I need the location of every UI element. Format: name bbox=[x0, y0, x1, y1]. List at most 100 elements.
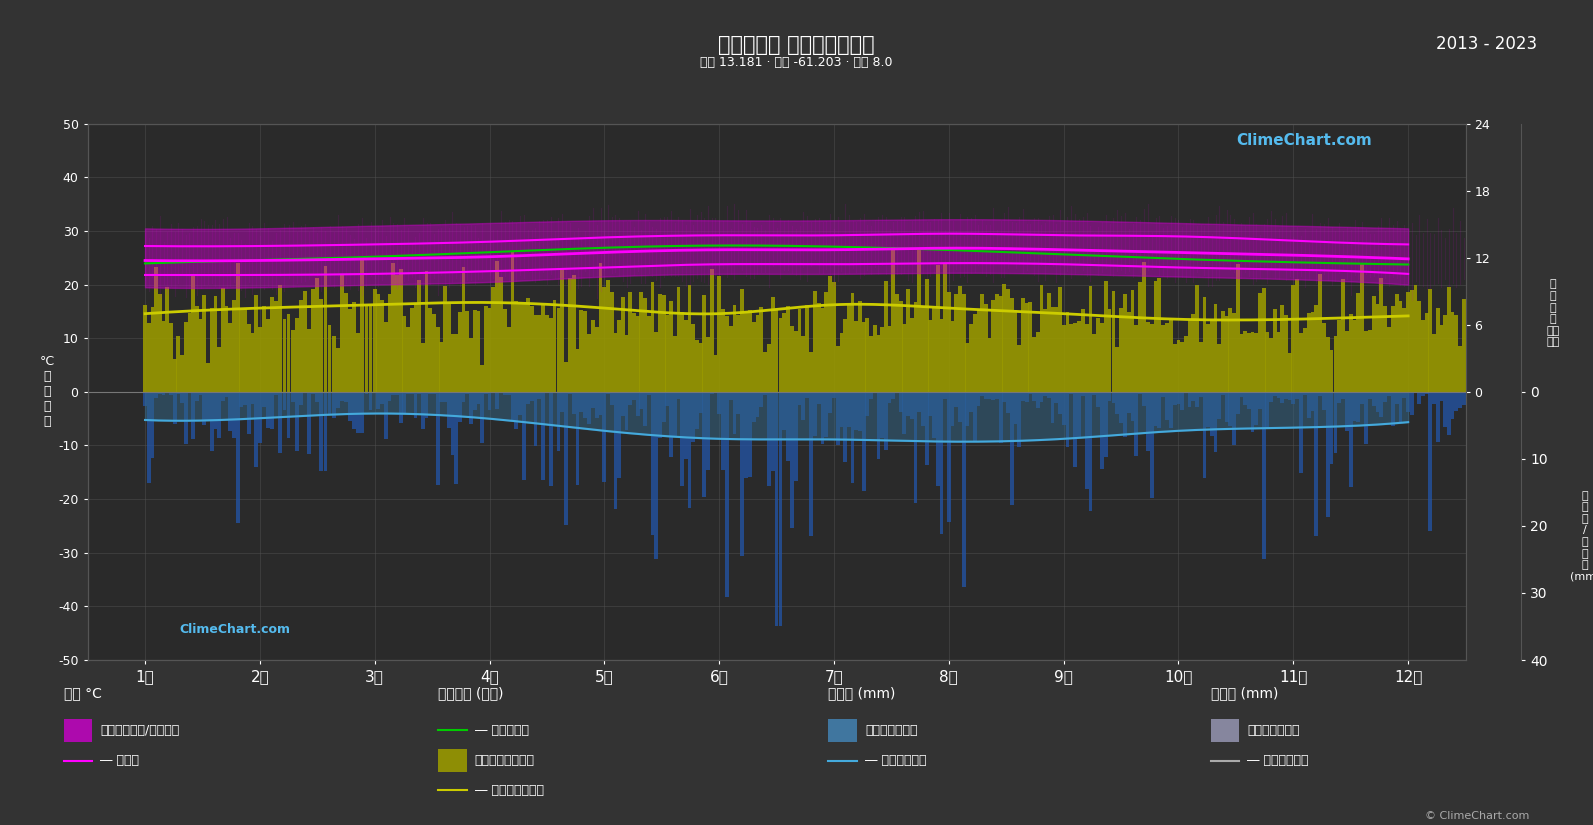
Bar bbox=[392, 392, 395, 394]
Bar bbox=[180, 392, 183, 403]
Bar bbox=[898, 392, 903, 412]
Bar bbox=[1134, 325, 1139, 392]
Bar bbox=[365, 392, 368, 394]
Text: ClimeChart.com: ClimeChart.com bbox=[180, 623, 290, 636]
Bar bbox=[1376, 392, 1380, 412]
Bar bbox=[414, 304, 417, 392]
Bar bbox=[1344, 331, 1349, 392]
Bar bbox=[658, 392, 661, 439]
Bar bbox=[1491, 309, 1496, 392]
Bar bbox=[873, 325, 876, 392]
Bar bbox=[1010, 392, 1013, 505]
Bar bbox=[191, 276, 194, 392]
Bar bbox=[1096, 318, 1101, 392]
Bar bbox=[553, 300, 556, 392]
Bar bbox=[1035, 332, 1040, 392]
Bar bbox=[511, 252, 515, 392]
Bar bbox=[870, 336, 873, 392]
Bar bbox=[1295, 279, 1298, 392]
Bar bbox=[1021, 299, 1024, 392]
Bar bbox=[1413, 392, 1418, 394]
Text: 日ごとの最小/最大範囲: 日ごとの最小/最大範囲 bbox=[100, 724, 180, 737]
Bar bbox=[1395, 295, 1399, 392]
Bar bbox=[1303, 328, 1306, 392]
Bar bbox=[429, 392, 432, 394]
Bar bbox=[647, 316, 650, 392]
Bar bbox=[768, 392, 771, 486]
Bar bbox=[1112, 290, 1115, 392]
Bar bbox=[999, 295, 1002, 392]
Bar bbox=[279, 285, 282, 392]
Bar bbox=[1518, 392, 1521, 398]
Bar bbox=[365, 305, 368, 392]
Text: 2013 - 2023: 2013 - 2023 bbox=[1437, 35, 1537, 53]
Bar bbox=[771, 297, 774, 392]
Bar bbox=[1077, 321, 1082, 392]
Bar bbox=[564, 392, 569, 525]
Bar bbox=[1421, 319, 1424, 392]
Bar bbox=[287, 392, 290, 438]
Bar bbox=[1496, 302, 1499, 392]
Bar bbox=[1284, 392, 1287, 398]
Bar bbox=[429, 309, 432, 392]
Bar bbox=[1357, 293, 1360, 392]
Bar bbox=[695, 340, 699, 392]
Bar bbox=[569, 392, 572, 394]
Bar bbox=[1391, 392, 1395, 426]
Bar bbox=[339, 275, 344, 392]
Bar bbox=[221, 288, 225, 392]
Bar bbox=[292, 392, 295, 402]
Bar bbox=[806, 392, 809, 398]
Bar bbox=[320, 299, 323, 392]
Bar bbox=[1074, 323, 1077, 392]
Bar bbox=[639, 392, 644, 409]
Bar bbox=[914, 302, 918, 392]
Bar bbox=[918, 248, 921, 392]
Bar bbox=[406, 327, 409, 392]
Bar bbox=[1236, 392, 1239, 414]
Bar bbox=[1188, 320, 1192, 392]
Bar bbox=[996, 392, 999, 399]
Bar bbox=[550, 392, 553, 486]
Bar bbox=[632, 392, 636, 400]
Bar bbox=[1491, 392, 1496, 394]
Bar bbox=[1273, 392, 1276, 396]
Bar bbox=[368, 305, 373, 392]
Bar bbox=[1380, 278, 1383, 392]
Bar bbox=[828, 392, 832, 412]
Bar bbox=[221, 392, 225, 401]
Bar bbox=[161, 392, 166, 395]
Text: ― 月平均: ― 月平均 bbox=[100, 754, 139, 767]
Bar bbox=[1311, 392, 1314, 411]
Bar bbox=[624, 392, 629, 430]
Bar bbox=[728, 392, 733, 399]
Bar bbox=[1206, 392, 1211, 427]
Bar bbox=[1029, 302, 1032, 392]
Bar bbox=[572, 275, 575, 392]
Bar bbox=[1322, 392, 1325, 410]
Bar bbox=[599, 392, 602, 416]
Bar bbox=[1228, 392, 1233, 427]
Bar bbox=[906, 289, 910, 392]
Bar bbox=[344, 294, 347, 392]
Bar bbox=[806, 304, 809, 392]
Bar bbox=[1518, 313, 1521, 392]
Bar bbox=[1112, 392, 1115, 403]
Bar bbox=[1462, 392, 1466, 405]
Bar bbox=[583, 311, 588, 392]
Bar bbox=[292, 330, 295, 392]
Bar bbox=[741, 392, 744, 556]
Bar bbox=[817, 303, 820, 392]
Bar bbox=[1013, 309, 1018, 392]
Bar bbox=[1217, 344, 1222, 392]
Bar bbox=[403, 316, 406, 392]
Bar bbox=[935, 392, 940, 486]
Bar bbox=[1195, 392, 1200, 408]
Bar bbox=[884, 392, 887, 450]
Bar bbox=[315, 392, 319, 402]
Bar bbox=[1391, 306, 1395, 392]
Bar bbox=[239, 309, 244, 392]
Bar bbox=[790, 326, 793, 392]
Bar bbox=[969, 324, 973, 392]
Bar bbox=[1364, 392, 1368, 445]
